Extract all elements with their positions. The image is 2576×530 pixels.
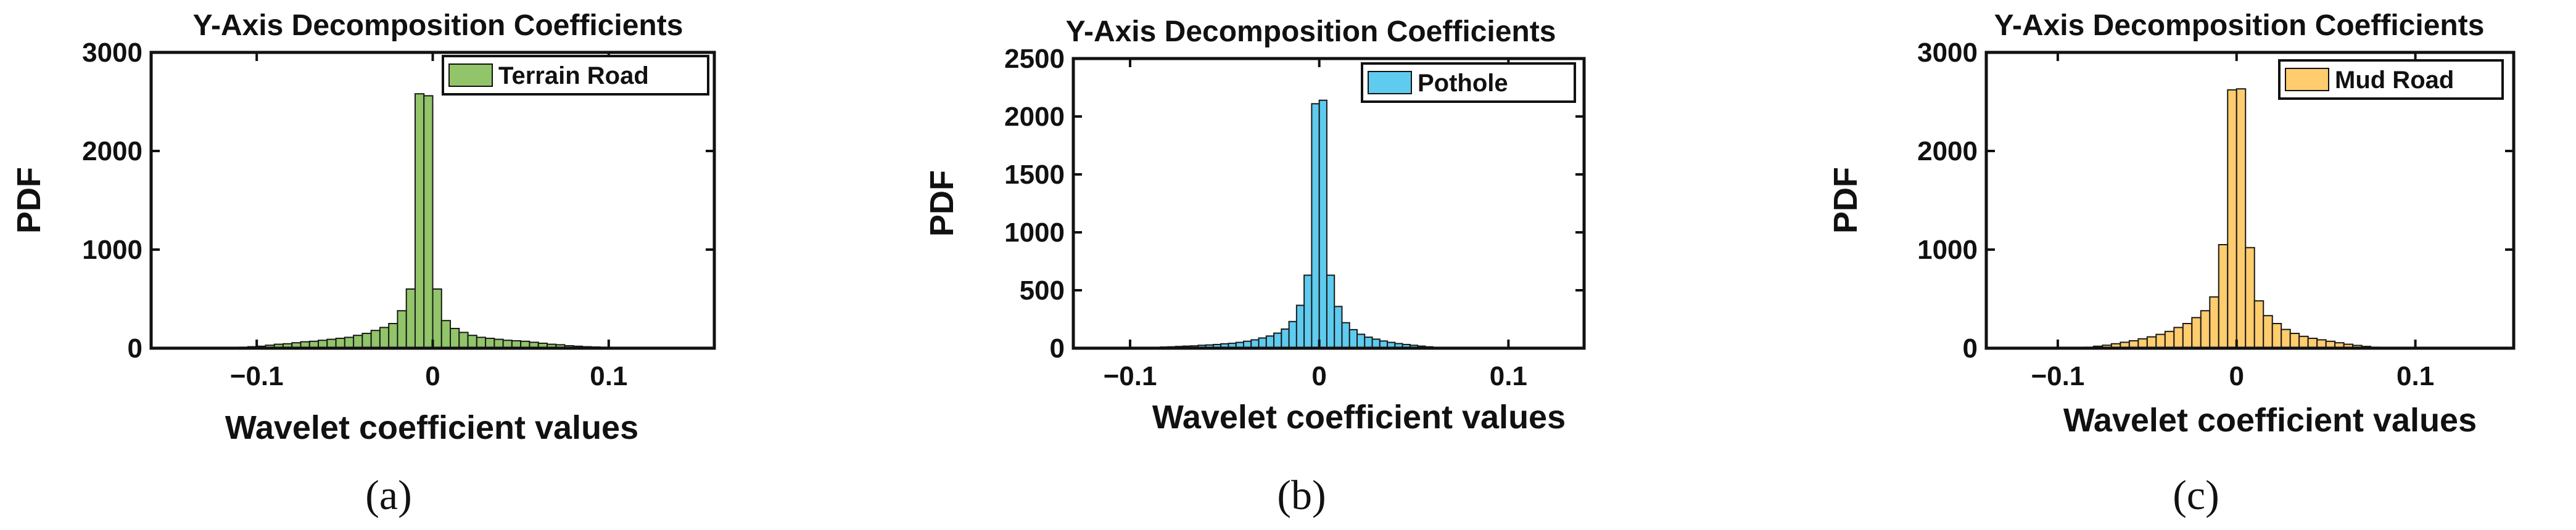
y-tick-label: 0: [1050, 333, 1065, 364]
histogram-bar: [2245, 247, 2255, 349]
histogram-bar: [2298, 335, 2309, 349]
histogram-bar: [2164, 330, 2175, 349]
histogram-bar: [361, 333, 372, 349]
chart-title: Y-Axis Decomposition Coefficients: [193, 9, 683, 42]
y-tick-label: 3000: [82, 38, 142, 68]
histogram-bar: [2271, 323, 2282, 349]
y-axis-label: PDF: [923, 170, 960, 237]
y-tick-label: 2000: [1917, 136, 1978, 166]
legend: Terrain Road: [442, 55, 709, 96]
y-tick-label: 2500: [1004, 44, 1065, 74]
histogram-bar: [2253, 300, 2264, 349]
histogram-bar: [2182, 323, 2193, 349]
histogram-bar: [344, 336, 355, 349]
histogram-bar: [1356, 333, 1366, 349]
panel-caption: (c): [2173, 471, 2219, 518]
x-tick-label: −0.1: [2031, 361, 2084, 391]
histogram-bar: [432, 288, 442, 349]
histogram-bar: [414, 93, 425, 349]
x-tick-label: 0.1: [2396, 361, 2434, 391]
y-tick-label: 1000: [1004, 218, 1065, 248]
legend-label: Mud Road: [2335, 67, 2454, 94]
legend-swatch: [2285, 68, 2329, 91]
histogram-bar: [1326, 274, 1335, 349]
y-tick-label: 2000: [82, 136, 142, 166]
chart-panel-0: Y-Axis Decomposition Coefficients 0 1000 20…: [10, 9, 716, 518]
y-tick-label: 500: [1020, 275, 1065, 306]
histogram-bar: [1364, 336, 1373, 349]
histogram-bar: [1318, 99, 1327, 349]
histogram-bar: [1281, 328, 1290, 349]
histogram-bar: [1348, 328, 1358, 349]
histogram-bar: [2155, 333, 2166, 349]
histogram-bar: [1341, 322, 1350, 349]
legend-label: Pothole: [1418, 70, 1508, 97]
histogram-bar: [379, 327, 390, 349]
histogram-bar: [2289, 333, 2300, 349]
legend-swatch: [1368, 71, 1412, 94]
histogram-bar: [2218, 244, 2229, 349]
y-tick-label: 2000: [1004, 102, 1065, 132]
chart-panel-2: Y-Axis Decomposition Coefficients 0 1000 20…: [1827, 9, 2516, 518]
histogram-bar: [467, 335, 477, 349]
x-axis-label: Wavelet coefficient values: [2063, 402, 2477, 439]
histogram-bar: [353, 335, 363, 349]
histogram-bar: [2209, 296, 2219, 349]
y-axis-label: PDF: [10, 167, 47, 234]
histogram-bar: [1265, 335, 1275, 349]
x-axis-label: Wavelet coefficient values: [1152, 399, 1566, 436]
histogram-bar: [1295, 304, 1305, 349]
histogram-bar: [1288, 320, 1297, 349]
x-tick-label: 0: [1311, 361, 1326, 391]
y-tick-label: 1500: [1004, 160, 1065, 190]
histogram-bar: [423, 95, 434, 349]
histogram-bar: [2263, 315, 2273, 349]
histogram-bar: [2281, 328, 2291, 349]
histogram-bar: [1303, 274, 1313, 349]
legend-label: Terrain Road: [498, 62, 649, 89]
histogram-bar: [405, 288, 416, 349]
histogram-bar: [2200, 310, 2211, 349]
histogram-bar: [397, 310, 407, 349]
x-tick-label: −0.1: [1104, 361, 1157, 391]
y-tick-label: 1000: [1917, 235, 1978, 265]
histogram-bar: [476, 336, 487, 349]
x-tick-label: −0.1: [230, 361, 284, 391]
histogram-bar: [2146, 336, 2157, 349]
x-tick-label: 0: [2229, 361, 2244, 391]
panel-caption: (a): [365, 471, 411, 518]
histogram-bar: [458, 332, 469, 349]
histogram-bar: [450, 328, 460, 349]
panel-caption: (b): [1277, 471, 1326, 518]
x-axis-label: Wavelet coefficient values: [225, 409, 638, 446]
histogram-bar: [2227, 89, 2237, 349]
histogram-bar: [2173, 327, 2184, 349]
y-tick-label: 0: [1963, 333, 1978, 364]
x-tick-label: 0.1: [590, 361, 627, 391]
x-tick-label: 0: [425, 361, 440, 391]
histogram-bar: [2191, 317, 2202, 349]
histogram-bar: [440, 320, 452, 349]
plot-frame: [1071, 57, 1586, 350]
histogram-bar: [2235, 88, 2247, 349]
histogram-bar: [1334, 306, 1343, 349]
chart-panel-1: Y-Axis Decomposition Coefficients 0 500 100…: [923, 15, 1586, 518]
y-tick-label: 1000: [82, 235, 142, 265]
y-tick-label: 3000: [1917, 38, 1978, 68]
chart-title: Y-Axis Decomposition Coefficients: [1994, 9, 2485, 42]
y-axis-label: PDF: [1827, 167, 1864, 234]
plot-frame: [1984, 51, 2516, 350]
legend-swatch: [448, 63, 493, 87]
legend: Mud Road: [2278, 59, 2504, 100]
histogram-bar: [370, 330, 381, 349]
histogram-bar: [1273, 332, 1282, 349]
x-tick-label: 0.1: [1490, 361, 1527, 391]
histogram-bar: [388, 323, 398, 349]
y-tick-label: 0: [128, 333, 142, 364]
legend: Pothole: [1361, 62, 1576, 103]
chart-title: Y-Axis Decomposition Coefficients: [1066, 15, 1556, 48]
histogram-bar: [1311, 103, 1320, 349]
